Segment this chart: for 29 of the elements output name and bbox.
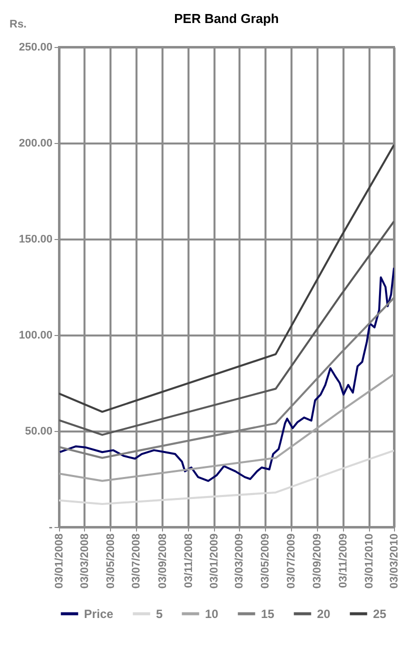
- x-tick-label: 03/11/2008: [182, 534, 195, 588]
- x-tick-label: 03/03/2009: [234, 534, 246, 589]
- legend-label: 25: [373, 606, 387, 621]
- x-tick-label: 03/09/2009: [312, 534, 324, 589]
- legend-label: 10: [205, 606, 219, 621]
- legend-label: Price: [84, 606, 114, 621]
- chart-title: PER Band Graph: [174, 11, 279, 26]
- x-tick-label: 03/03/2010: [388, 534, 400, 589]
- y-tick-label: 50.00: [24, 426, 52, 438]
- x-tick-label: 03/11/2009: [338, 534, 350, 588]
- x-tick-label: 03/05/2008: [104, 534, 117, 589]
- y-tick-label: -: [48, 522, 53, 534]
- y-tick-label: 200.00: [18, 138, 52, 150]
- legend-label: 5: [156, 606, 163, 621]
- legend-label: 20: [317, 606, 331, 621]
- x-tick-label: 03/03/2008: [78, 534, 91, 589]
- legend-label: 15: [261, 606, 275, 621]
- line-series: [59, 450, 394, 505]
- y-tick-label: 250.00: [18, 42, 52, 54]
- x-tick-label: 03/07/2008: [130, 534, 143, 589]
- x-tick-label: 03/01/2009: [208, 534, 221, 589]
- x-tick-label: 03/01/2008: [54, 534, 66, 589]
- x-tick-label: 03/05/2009: [260, 534, 272, 589]
- x-tick-label: 03/09/2008: [156, 534, 169, 589]
- y-tick-label: 100.00: [18, 330, 52, 342]
- y-tick-label: 150.00: [18, 234, 52, 246]
- y-axis-title: Rs.: [10, 18, 27, 30]
- x-tick-label: 03/01/2010: [363, 534, 376, 589]
- x-tick-label: 03/07/2009: [285, 534, 298, 589]
